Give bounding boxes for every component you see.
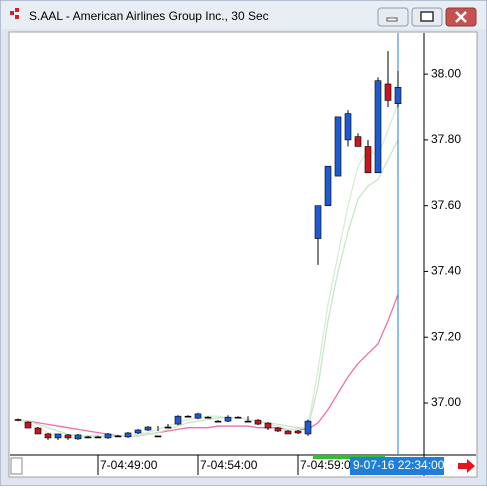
- candle-body: [294, 430, 302, 434]
- window-title: S.AAL - American Airlines Group Inc., 30…: [29, 9, 269, 23]
- candle-body: [54, 433, 62, 439]
- candle-body: [224, 416, 232, 422]
- candle-body: [184, 415, 192, 418]
- candle-body: [124, 432, 132, 438]
- candle-body: [264, 422, 272, 429]
- candle-body: [174, 415, 182, 425]
- close-button[interactable]: [445, 7, 477, 27]
- candle-body: [14, 419, 22, 421]
- candle-body: [314, 205, 322, 239]
- candle-body: [144, 426, 152, 431]
- y-tick-label: 37.00: [431, 395, 461, 409]
- cursor-label-bg: [350, 457, 444, 475]
- candle-body: [194, 413, 202, 419]
- candle-body: [134, 429, 142, 434]
- maximize-button[interactable]: [411, 7, 443, 27]
- candle-body: [254, 419, 262, 425]
- candle-body: [394, 86, 402, 105]
- candle-body: [214, 420, 222, 423]
- y-tick-label: 37.20: [431, 329, 461, 343]
- candle-body: [274, 427, 282, 432]
- candle-body: [44, 433, 52, 439]
- candle-body: [234, 416, 242, 419]
- y-tick-label: 38.00: [431, 66, 461, 80]
- candle-body: [164, 426, 172, 429]
- candle-body: [154, 435, 162, 438]
- moving-average: [17, 139, 399, 437]
- candle-body: [244, 420, 252, 423]
- candle-body: [364, 146, 372, 174]
- x-tick-label: 7-04:54:00: [200, 458, 258, 472]
- candle-body: [34, 427, 42, 435]
- candle-body: [284, 430, 292, 435]
- candle-body: [114, 435, 122, 438]
- candle-body: [84, 436, 92, 439]
- candle-body: [204, 416, 212, 419]
- candle-body: [94, 436, 102, 439]
- chart-frame: [8, 31, 478, 478]
- candle-body: [24, 421, 32, 429]
- y-tick-label: 37.60: [431, 198, 461, 212]
- candle-body: [354, 136, 362, 147]
- candle-body: [374, 80, 382, 174]
- candle-body: [344, 113, 352, 141]
- candle-body: [104, 433, 112, 439]
- y-tick-label: 37.40: [431, 264, 461, 278]
- candle-body: [304, 420, 312, 435]
- volume-bar: [313, 455, 385, 459]
- candle-body: [64, 434, 72, 439]
- cursor-label: 9-07-16 22:34:00: [353, 458, 445, 472]
- x-tick-label: 7-04:59:0: [300, 458, 351, 472]
- y-tick-label: 37.80: [431, 132, 461, 146]
- minimize-button[interactable]: [377, 7, 409, 27]
- x-tick-label: 7-04:49:00: [100, 458, 158, 472]
- scroll-button[interactable]: [10, 457, 23, 475]
- candle-body: [74, 434, 82, 440]
- candle-body: [384, 83, 392, 101]
- app-icon: [10, 8, 19, 19]
- candle-body: [334, 116, 342, 177]
- moving-average: [17, 294, 399, 437]
- candle-body: [324, 165, 332, 206]
- scroll-right-arrow[interactable]: [458, 459, 475, 473]
